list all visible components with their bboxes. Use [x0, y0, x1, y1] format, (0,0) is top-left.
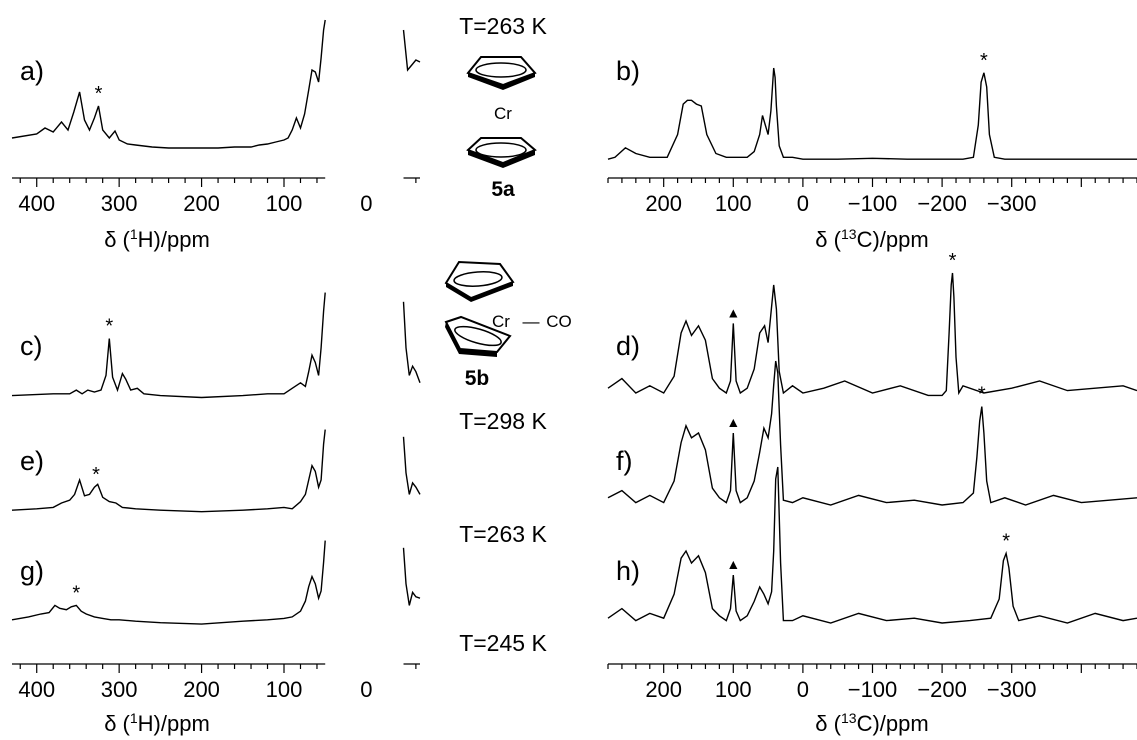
- spectrum-trace: [11, 19, 326, 149]
- temperature-label-top: T=263 K: [459, 13, 547, 39]
- x-tick-label: 200: [183, 191, 220, 216]
- spectrum-trace: [11, 429, 326, 513]
- x-tick-label: 100: [266, 677, 303, 702]
- triangle-peak-marker: ▲: [726, 414, 740, 430]
- spectrum-trace-segment-2: [402, 301, 421, 384]
- x-tick-label: 100: [715, 191, 752, 216]
- x-axis-label-h-top: δ (1H)/ppm: [104, 226, 210, 252]
- asterisk-peak-marker: *: [92, 464, 100, 486]
- compound-label-5b: 5b: [465, 367, 490, 390]
- spectrum-trace-segment-2: [402, 547, 421, 606]
- spectrum-trace: [607, 360, 1137, 506]
- asterisk-peak-marker: *: [978, 384, 986, 406]
- panel-label: b): [616, 56, 640, 86]
- x-axis: 400 300 200 100 0: [12, 177, 420, 216]
- x-tick-label: 200: [645, 677, 682, 702]
- x-axis: 400 300 200 100 0: [12, 663, 420, 702]
- x-tick-label: 400: [18, 191, 55, 216]
- spectrum-trace: [607, 272, 1137, 397]
- spectrum-trace-segment-2: [402, 29, 421, 72]
- spectrum-panel-f: f) * ▲: [607, 360, 1137, 506]
- cp-ring-tilted-top-icon: [444, 260, 515, 302]
- spectrum-panel-g: g) * 400 300 200 100 0: [11, 540, 421, 702]
- x-tick-label: 200: [645, 191, 682, 216]
- panel-label: h): [616, 556, 640, 586]
- asterisk-peak-marker: *: [980, 50, 988, 72]
- x-tick-label: 0: [797, 677, 809, 702]
- asterisk-peak-marker: *: [1002, 530, 1010, 552]
- metal-co-bond: —: [523, 312, 540, 331]
- spectrum-trace: [11, 540, 326, 625]
- spectrum-trace-segment-2: [402, 436, 421, 495]
- triangle-peak-marker: ▲: [726, 304, 740, 320]
- x-axis: 200 100 0 −100 −200 −300: [607, 177, 1137, 216]
- x-tick-label: 100: [266, 191, 303, 216]
- temperature-label-298: T=298 K: [459, 408, 547, 434]
- temperature-label-263: T=263 K: [459, 521, 547, 547]
- spectrum-panel-h: h) * ▲ 200 100 0 −100 −200 −300: [607, 466, 1137, 702]
- asterisk-peak-marker: *: [72, 582, 80, 604]
- compound-label-5a: 5a: [491, 178, 515, 201]
- spectrum-panel-b: b) * 200 100 0 −100 −200 −300: [607, 50, 1137, 216]
- spectrum-trace: [607, 67, 1137, 160]
- spectrum-panel-e: e) *: [11, 429, 421, 513]
- panel-label: d): [616, 331, 640, 361]
- panel-label: g): [20, 556, 44, 586]
- x-axis-label-h-bottom: δ (1H)/ppm: [104, 710, 210, 736]
- x-tick-label: −200: [917, 191, 967, 216]
- temperature-label-245: T=245 K: [459, 630, 547, 656]
- triangle-peak-marker: ▲: [726, 556, 740, 572]
- x-axis: 200 100 0 −100 −200 −300: [607, 663, 1137, 702]
- x-axis-label-c-bottom: δ (13C)/ppm: [815, 710, 928, 736]
- metal-label-5b: Cr: [492, 312, 510, 331]
- x-tick-label: −100: [848, 677, 898, 702]
- x-tick-label: 0: [360, 191, 372, 216]
- panel-label: a): [20, 56, 44, 86]
- carbonyl-ligand-label: CO: [546, 312, 572, 331]
- x-tick-label: 300: [101, 677, 138, 702]
- spectrum-trace: [11, 292, 326, 399]
- x-tick-label: −300: [987, 191, 1037, 216]
- spectrum-panel-d: d) * ▲: [607, 250, 1137, 397]
- x-tick-label: 0: [797, 191, 809, 216]
- x-tick-label: 400: [18, 677, 55, 702]
- spectrum-panel-a: a) * 400 300 200 100 0: [11, 19, 421, 216]
- spectrum-panel-c: c) *: [11, 292, 421, 399]
- asterisk-peak-marker: *: [95, 83, 103, 105]
- metal-label-5a: Cr: [494, 104, 512, 123]
- x-tick-label: −100: [848, 191, 898, 216]
- compound-5b-structure: Cr — CO 5b: [444, 260, 572, 390]
- asterisk-peak-marker: *: [949, 250, 957, 272]
- spectrum-trace: [607, 466, 1137, 624]
- compound-5a-structure: Cr 5a: [466, 56, 537, 201]
- panel-label: e): [20, 446, 44, 476]
- x-tick-label: 200: [183, 677, 220, 702]
- x-tick-label: 0: [360, 677, 372, 702]
- cp-ring-bottom-icon: [466, 137, 537, 168]
- x-axis-label-c-top: δ (13C)/ppm: [815, 226, 928, 252]
- asterisk-peak-marker: *: [105, 316, 113, 338]
- panel-label: c): [20, 331, 43, 361]
- cp-ring-top-icon: [466, 56, 537, 90]
- x-tick-label: −200: [917, 677, 967, 702]
- panel-label: f): [616, 446, 633, 476]
- x-tick-label: 100: [715, 677, 752, 702]
- x-tick-label: 300: [101, 191, 138, 216]
- x-tick-label: −300: [987, 677, 1037, 702]
- spectra-panels: a) * 400 300 200 100 0 b) * 200 100 0 −100 −200 −300 c)…: [11, 19, 1137, 702]
- cp-ring-tilted-bottom-icon: [444, 315, 512, 357]
